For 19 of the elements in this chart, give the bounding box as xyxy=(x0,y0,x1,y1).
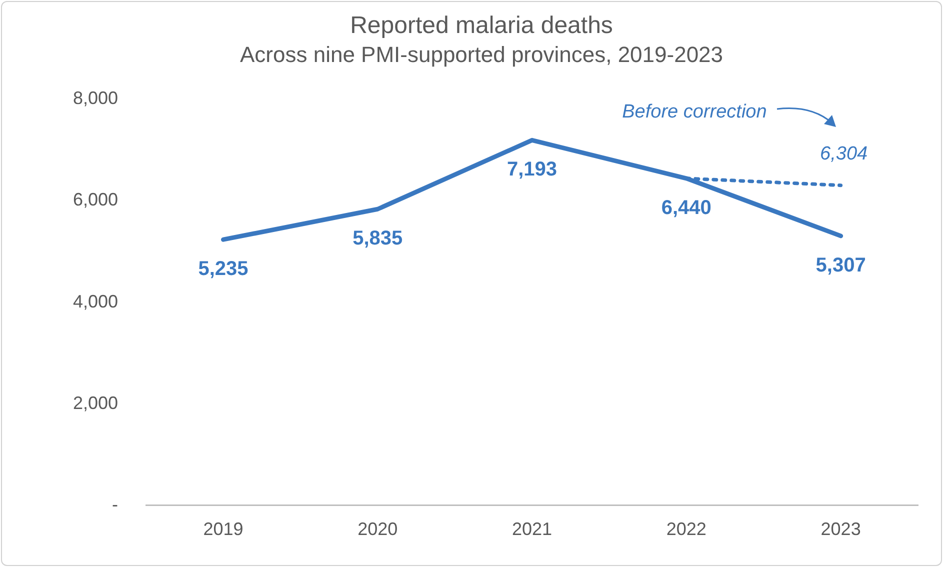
x-tick-label: 2022 xyxy=(666,519,706,540)
y-tick-label: 6,000 xyxy=(72,190,118,210)
x-tick-label: 2023 xyxy=(820,519,861,540)
data-label: 6,304 xyxy=(820,144,868,165)
data-label: 7,193 xyxy=(506,158,558,181)
y-tick-label: - xyxy=(112,494,118,514)
x-tick-label: 2020 xyxy=(358,519,398,540)
x-tick-label: 2019 xyxy=(203,519,244,540)
legend-label: Before correction xyxy=(622,102,767,123)
data-label: 5,235 xyxy=(198,258,248,280)
y-tick-label: 8,000 xyxy=(72,88,118,108)
y-tick-label: 4,000 xyxy=(72,291,118,312)
chart-title: Reported malaria deaths xyxy=(350,12,613,40)
y-tick-label: 2,000 xyxy=(72,392,118,413)
data-label: 5,835 xyxy=(352,228,403,250)
data-label: 6,440 xyxy=(661,196,712,219)
chart-subtitle: Across nine PMI-supported provinces, 2019-2023 xyxy=(240,42,724,68)
x-tick-label: 2021 xyxy=(512,519,552,540)
data-label: 5,307 xyxy=(816,254,866,276)
